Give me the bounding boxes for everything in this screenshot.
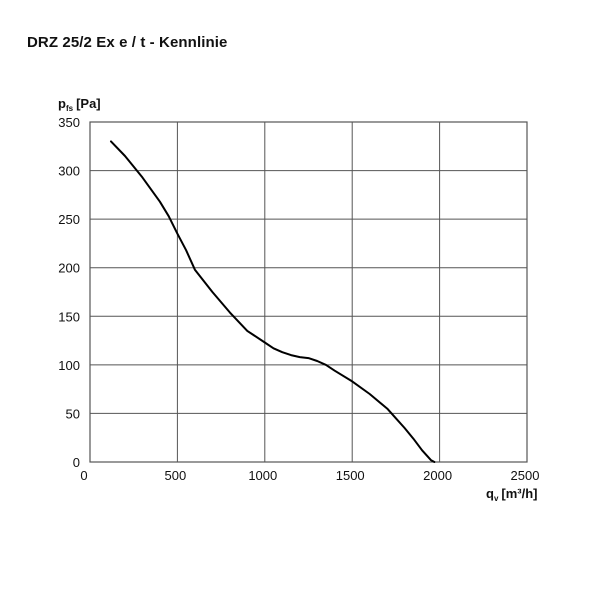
y-tick-label-0: 0 [73, 455, 80, 470]
x-tick-labels: 0 500 1000 1500 2000 2500 [80, 468, 539, 483]
y-tick-label-50: 50 [66, 406, 80, 421]
y-axis-label-unit: [Pa] [76, 96, 101, 111]
x-tick-label-500: 500 [165, 468, 187, 483]
y-tick-label-150: 150 [58, 309, 80, 324]
y-tick-label-100: 100 [58, 358, 80, 373]
chart-title: DRZ 25/2 Ex e / t - Kennlinie [27, 34, 228, 51]
y-tick-label-200: 200 [58, 261, 80, 276]
y-tick-label-300: 300 [58, 164, 80, 179]
grid [89, 121, 528, 463]
y-tick-label-350: 350 [58, 115, 80, 130]
x-tick-label-1000: 1000 [248, 468, 277, 483]
y-tick-labels: 0 50 100 150 200 250 300 350 [58, 115, 80, 470]
characteristic-curve-line [110, 140, 436, 463]
x-axis-label-unit: [m³/h] [501, 486, 537, 501]
y-tick-label-250: 250 [58, 212, 80, 227]
x-axis-label-sub: v [494, 494, 499, 503]
x-axis-label: qv [m³/h] [486, 486, 538, 503]
x-tick-label-0: 0 [80, 468, 87, 483]
y-axis-label-sub: fs [66, 104, 74, 113]
y-axis-label: pfs [Pa] [58, 96, 101, 113]
x-tick-label-2000: 2000 [423, 468, 452, 483]
y-axis-label-main: p [58, 96, 66, 111]
plot-frame [89, 121, 528, 463]
x-tick-label-1500: 1500 [336, 468, 365, 483]
x-axis-label-main: q [486, 486, 494, 501]
x-tick-label-2500: 2500 [511, 468, 540, 483]
